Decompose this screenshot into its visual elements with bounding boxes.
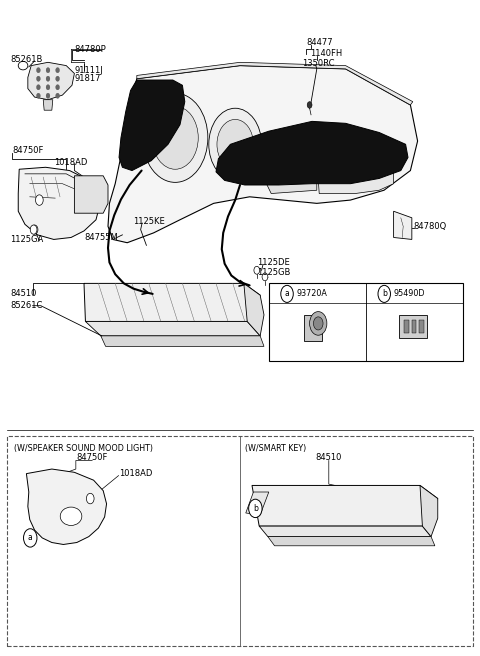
Ellipse shape [18, 62, 28, 70]
Bar [304, 315, 322, 341]
Text: 91111J: 91111J [74, 66, 103, 75]
Text: 84780P: 84780P [74, 45, 106, 54]
Text: 93720A: 93720A [297, 289, 327, 298]
Circle shape [378, 285, 391, 302]
Circle shape [254, 266, 260, 274]
Circle shape [310, 312, 327, 335]
Text: 1125KE: 1125KE [133, 216, 165, 226]
Text: 84477: 84477 [306, 38, 333, 47]
Text: 1350RC: 1350RC [302, 59, 335, 68]
Text: 91817: 91817 [74, 74, 101, 83]
Circle shape [249, 499, 262, 518]
Text: 95490D: 95490D [394, 289, 425, 298]
Circle shape [86, 493, 94, 504]
Text: 84755M: 84755M [84, 233, 118, 242]
Text: (W/SMART KEY): (W/SMART KEY) [245, 443, 306, 453]
Circle shape [209, 108, 262, 180]
Bar [7, 436, 473, 646]
Polygon shape [18, 167, 100, 239]
Bar [412, 320, 417, 333]
Bar [269, 283, 463, 361]
Polygon shape [259, 526, 431, 537]
Circle shape [152, 106, 198, 169]
Text: 84780Q: 84780Q [414, 222, 447, 231]
Circle shape [56, 85, 60, 90]
Circle shape [46, 85, 50, 90]
Polygon shape [74, 176, 108, 213]
Circle shape [56, 93, 60, 98]
Polygon shape [28, 62, 74, 100]
Circle shape [56, 68, 60, 73]
Polygon shape [85, 321, 260, 336]
Text: b: b [253, 504, 258, 513]
Circle shape [36, 93, 40, 98]
Polygon shape [137, 62, 413, 105]
Circle shape [217, 119, 253, 169]
Text: 1018AD: 1018AD [54, 158, 87, 167]
Polygon shape [216, 121, 408, 185]
Polygon shape [268, 537, 435, 546]
Text: 84750F: 84750F [76, 453, 108, 462]
Circle shape [262, 273, 268, 281]
Text: 1125DE: 1125DE [257, 258, 289, 267]
Circle shape [24, 529, 37, 547]
Polygon shape [26, 469, 107, 544]
Text: 85261B: 85261B [11, 54, 43, 64]
Circle shape [143, 93, 208, 182]
Text: a: a [285, 289, 289, 298]
Text: 1125GB: 1125GB [257, 268, 290, 277]
Circle shape [36, 68, 40, 73]
Polygon shape [84, 283, 260, 321]
Text: (W/SPEAKER SOUND MOOD LIGHT): (W/SPEAKER SOUND MOOD LIGHT) [14, 443, 154, 453]
Polygon shape [246, 492, 269, 515]
Text: 84750F: 84750F [12, 146, 43, 155]
Circle shape [30, 225, 37, 234]
Text: 1140FH: 1140FH [310, 49, 342, 58]
Text: 1125GA: 1125GA [11, 235, 44, 244]
Circle shape [36, 195, 43, 205]
Text: 1018AD: 1018AD [119, 469, 153, 478]
Text: 85261C: 85261C [11, 301, 43, 310]
Polygon shape [266, 157, 317, 194]
Circle shape [46, 93, 50, 98]
Polygon shape [244, 283, 264, 336]
Circle shape [46, 76, 50, 81]
Circle shape [31, 225, 38, 234]
Bar [398, 315, 427, 338]
Circle shape [46, 68, 50, 73]
Polygon shape [119, 80, 185, 171]
Text: 84510: 84510 [11, 289, 37, 298]
Polygon shape [108, 66, 418, 243]
Polygon shape [101, 336, 264, 346]
Circle shape [36, 85, 40, 90]
Polygon shape [420, 485, 438, 537]
Bar [419, 320, 424, 333]
Ellipse shape [60, 507, 82, 525]
Polygon shape [43, 100, 53, 110]
Circle shape [307, 102, 312, 108]
Text: a: a [28, 533, 33, 543]
Text: b: b [382, 289, 387, 298]
Circle shape [313, 317, 323, 330]
Circle shape [36, 76, 40, 81]
Circle shape [56, 76, 60, 81]
Bar [404, 320, 409, 333]
Polygon shape [317, 157, 394, 194]
Text: 84510: 84510 [316, 453, 342, 462]
Polygon shape [394, 211, 412, 239]
Circle shape [281, 285, 293, 302]
Polygon shape [252, 485, 438, 526]
